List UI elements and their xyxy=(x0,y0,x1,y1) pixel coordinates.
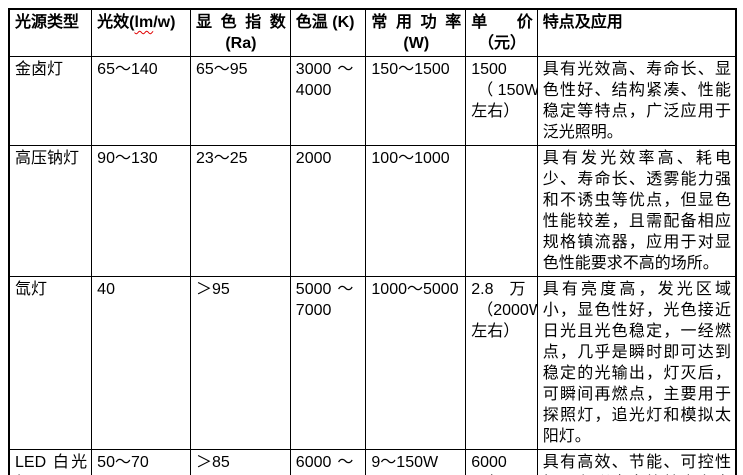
table-row-metal-halide: 金卤灯 65～140 65～95 3000 ～ 4000 150～1500 150… xyxy=(8,56,737,146)
table-row-led-white: LED 白光灯 50～70 ＞85 6000～ 6500 9～150W 6000… xyxy=(8,449,737,475)
cell-color-temp: 3000 ～ 4000 xyxy=(289,56,367,146)
cell-efficacy: 40 xyxy=(91,276,191,450)
header-unit: （元） xyxy=(478,35,527,52)
cell-cri: 23～25 xyxy=(189,145,291,277)
header-label: 光源类型 xyxy=(15,14,80,31)
spellcheck-wavy-underline: lm xyxy=(134,14,154,31)
cell-cri: ＞95 xyxy=(189,276,291,450)
table-row-high-pressure-sodium: 高压钠灯 90～130 23～25 2000 100～1000 具有发光效率高、… xyxy=(8,145,737,277)
light-source-comparison-table: 光源类型 光效(lm/w) 显 色 指 数 (Ra) 色温 (K) 常 用 功 … xyxy=(8,8,737,475)
header-color-temperature: 色温 (K) xyxy=(289,8,367,57)
header-color-rendering-index: 显 色 指 数 (Ra) xyxy=(189,8,291,57)
cell-power: 1000～5000 xyxy=(365,276,467,450)
header-unit: (W) xyxy=(403,35,430,52)
cell-color-temp: 5000 ～ 7000 xyxy=(289,276,367,450)
cell-price: 1500 （ 150W 左右） xyxy=(465,56,538,146)
cell-efficacy: 50～70 xyxy=(91,449,191,475)
header-label: 特点及应用 xyxy=(542,14,623,31)
cell-price xyxy=(465,145,538,277)
header-row: 光源类型 光效(lm/w) 显 色 指 数 (Ra) 色温 (K) 常 用 功 … xyxy=(8,8,737,57)
header-luminous-efficacy: 光效(lm/w) xyxy=(91,8,191,57)
cell-type: LED 白光灯 xyxy=(8,449,93,475)
cell-type: 金卤灯 xyxy=(8,56,93,146)
header-label: 常 用 功 率 xyxy=(371,14,462,31)
cell-type: 高压钠灯 xyxy=(8,145,93,277)
header-label: 色温 (K) xyxy=(295,14,355,31)
header-features-applications: 特点及应用 xyxy=(536,8,737,57)
cell-efficacy: 65～140 xyxy=(91,56,191,146)
cell-color-temp: 2000 xyxy=(289,145,367,277)
cell-price: 6000 （ 150W 左右） xyxy=(465,449,538,475)
header-label: 光效(lm/w) xyxy=(97,14,176,31)
header-common-power: 常 用 功 率 (W) xyxy=(365,8,467,57)
cell-features: 具有高效、节能、可控性好，色彩丰富等特点在室外照明中得到广泛应用。 xyxy=(536,449,737,475)
cell-power: 150～1500 xyxy=(365,56,467,146)
cell-features: 具有光效高、寿命长、显色性好、结构紧凑、性能稳定等特点，广泛应用于泛光照明。 xyxy=(536,56,737,146)
cell-type: 氙灯 xyxy=(8,276,93,450)
cell-color-temp: 6000～ 6500 xyxy=(289,449,367,475)
cell-features: 具有亮度高，发光区域小，显色性好，光色接近日光且光色稳定，一经燃点，几乎是瞬时即… xyxy=(536,276,737,450)
cell-cri: ＞85 xyxy=(189,449,291,475)
header-light-source-type: 光源类型 xyxy=(8,8,93,57)
cell-price: 2.8 万 （2000W 左右） xyxy=(465,276,538,450)
cell-power: 9～150W xyxy=(365,449,467,475)
cell-features: 具有发光效率高、耗电少、寿命长、透雾能力强和不诱虫等优点，但显色性能较差，且需配… xyxy=(536,145,737,277)
cell-efficacy: 90～130 xyxy=(91,145,191,277)
header-unit: (Ra) xyxy=(225,35,257,52)
header-unit-price: 单 价 （元） xyxy=(465,8,538,57)
header-label: 单 价 xyxy=(471,14,533,31)
table-row-xenon: 氙灯 40 ＞95 5000 ～ 7000 1000～5000 2.8 万 （20… xyxy=(8,276,737,450)
cell-power: 100～1000 xyxy=(365,145,467,277)
cell-cri: 65～95 xyxy=(189,56,291,146)
header-label: 显 色 指 数 xyxy=(195,14,286,31)
